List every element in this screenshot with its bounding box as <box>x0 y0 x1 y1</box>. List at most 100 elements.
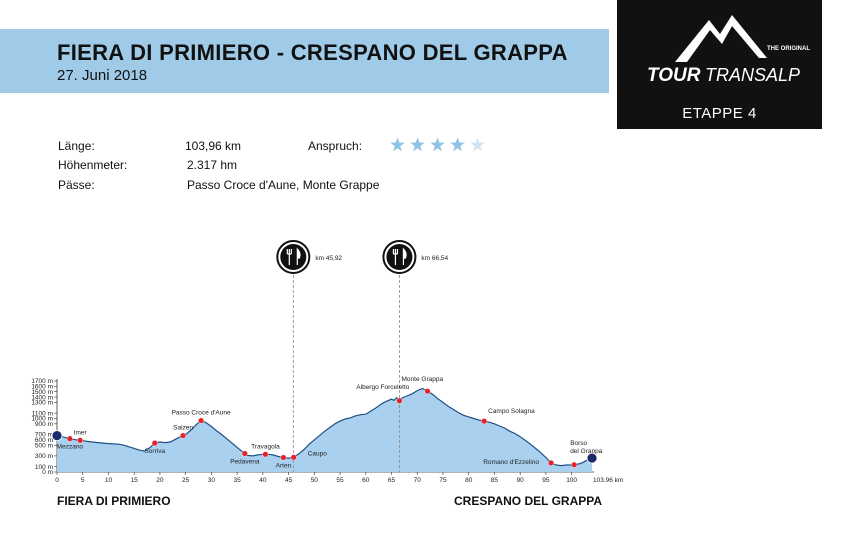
logo-brand-right: TRANSALP <box>705 65 800 85</box>
y-tick-label: 1000 m <box>31 416 53 423</box>
start-marker <box>51 430 63 442</box>
x-tick-label: 60 <box>362 477 370 484</box>
x-tick-label: 35 <box>234 477 242 484</box>
waypoint-marker <box>198 417 205 424</box>
elevation-label: Höhenmeter: <box>58 158 128 172</box>
difficulty-label: Anspruch: <box>308 139 363 153</box>
y-tick-label: 1100 m <box>32 410 53 417</box>
x-tick-label: 40 <box>259 477 267 484</box>
x-tick-label: 50 <box>311 477 319 484</box>
fork-icon <box>286 249 292 265</box>
elevation-value: 2.317 hm <box>187 158 238 172</box>
x-tick-label: 90 <box>517 477 525 484</box>
logo-graphic: THE ORIGINAL TOUR TRANSALP <box>645 15 810 86</box>
waypoint-marker <box>77 437 84 444</box>
x-tick-label: 45 <box>285 477 293 484</box>
waypoint-marker <box>548 459 555 466</box>
waypoint-marker <box>396 397 403 404</box>
food-station-icon <box>280 244 307 270</box>
x-tick-label: 5 <box>81 477 85 484</box>
y-tick-label: 500 m <box>35 442 53 449</box>
x-tick-label: 10 <box>105 477 113 484</box>
x-tick-label: 75 <box>439 477 447 484</box>
knife-icon <box>296 247 301 265</box>
star-icon <box>390 137 405 152</box>
x-tick-label: 70 <box>414 477 422 484</box>
food-station-label: km 45,92 <box>315 255 342 262</box>
y-tick-label: 700 m <box>35 432 53 439</box>
star-icon <box>430 137 445 152</box>
page-title: FIERA DI PRIMIERO - CRESPANO DEL GRAPPA <box>57 40 568 65</box>
waypoint-marker <box>571 461 578 468</box>
star-icon <box>470 137 485 152</box>
x-tick-label: 65 <box>388 477 396 484</box>
route-end-label: CRESPANO DEL GRAPPA <box>454 494 603 508</box>
x-tick-label: 85 <box>491 477 499 484</box>
y-tick-label: 1600 m <box>31 384 53 391</box>
food-station-icon <box>386 244 413 270</box>
fork-icon <box>392 249 399 265</box>
y-tick-label: 900 m <box>35 421 53 428</box>
waypoint-label: Albergo Forceletto <box>356 384 409 391</box>
x-tick-label: 30 <box>208 477 216 484</box>
waypoint-marker <box>66 435 73 442</box>
y-tick-label: 300 m <box>35 453 53 460</box>
x-tick-label: 20 <box>156 477 164 484</box>
waypoint-label: Mezzano <box>57 444 84 451</box>
waypoint-label: Salzen <box>173 425 193 432</box>
y-tick-label: 600 m <box>35 437 53 444</box>
length-label: Länge: <box>58 139 95 153</box>
y-tick-label: 0 m <box>42 469 53 476</box>
y-tick-label: 100 m <box>35 464 53 471</box>
y-tick-label: 1700 m <box>31 378 53 385</box>
length-value: 103,96 km <box>185 139 242 153</box>
mountain-icon <box>675 15 767 62</box>
passes-label: Pässe: <box>58 178 95 192</box>
star-icon <box>410 137 425 152</box>
logo-brand-left: TOUR <box>647 65 701 86</box>
y-tick-label: 1300 m <box>31 400 53 407</box>
x-tick-label: 15 <box>131 477 139 484</box>
x-tick-label: 55 <box>336 477 344 484</box>
difficulty-rating <box>390 137 490 157</box>
waypoint-marker <box>424 388 431 395</box>
stage-label: ETAPPE 4 <box>682 105 757 122</box>
elevation-area <box>57 388 592 472</box>
knife-icon <box>402 247 407 265</box>
waypoint-marker <box>481 418 488 425</box>
race-date: 27. Juni 2018 <box>57 67 148 84</box>
x-tick-label: 80 <box>465 477 473 484</box>
waypoint-marker <box>151 440 158 447</box>
route-start-label: FIERA DI PRIMIERO <box>57 494 171 508</box>
x-end-label: 103.96 km <box>593 477 623 484</box>
waypoint-label: Imer <box>74 429 88 436</box>
title-banner <box>0 29 609 93</box>
waypoint-label: Pedavena <box>230 459 260 466</box>
x-tick-label: 25 <box>182 477 190 484</box>
waypoint-marker <box>262 451 269 458</box>
waypoint-label: Sorriva <box>144 448 165 455</box>
waypoint-marker <box>280 454 287 461</box>
waypoint-label: Travagola <box>251 443 280 450</box>
x-tick-label: 100 <box>566 477 577 484</box>
food-station-label: km 66,54 <box>421 255 448 262</box>
waypoint-label: Caupo <box>308 450 328 457</box>
tour-transalp-logo: THE ORIGINAL TOUR TRANSALP <box>617 0 822 129</box>
waypoint-marker <box>180 432 187 439</box>
star-icon <box>450 137 465 152</box>
end-marker <box>586 452 598 464</box>
y-tick-label: 1400 m <box>31 394 53 401</box>
x-tick-label: 0 <box>55 477 59 484</box>
elevation-line <box>56 387 593 467</box>
x-tick-label: 95 <box>542 477 550 484</box>
waypoint-marker <box>241 450 248 457</box>
waypoint-label: Monte Grappa <box>402 376 444 383</box>
waypoint-marker <box>290 454 297 461</box>
waypoint-label: Passo Croce d'Aune <box>172 410 231 417</box>
waypoint-label: Arten <box>276 463 292 470</box>
waypoint-label: Borso del Grappa <box>570 440 603 455</box>
logo-tagline: THE ORIGINAL <box>767 46 810 52</box>
passes-value: Passo Croce d'Aune, Monte Grappe <box>187 178 380 192</box>
y-tick-label: 1500 m <box>31 389 53 396</box>
